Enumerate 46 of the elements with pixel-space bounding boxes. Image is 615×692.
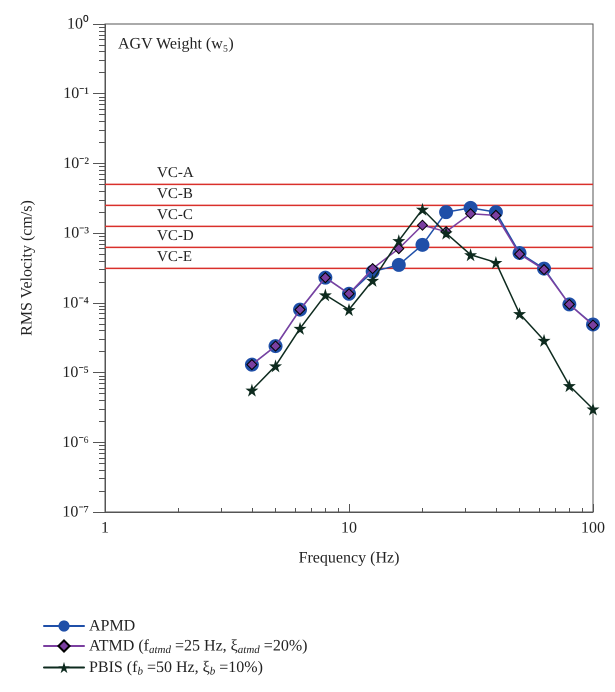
annotation: AGV Weight (w₅) xyxy=(118,36,234,52)
point xyxy=(392,258,406,272)
point xyxy=(269,359,282,372)
point xyxy=(393,243,404,254)
point xyxy=(465,208,476,220)
y-tick-label: 10⁻⁴ xyxy=(62,294,90,312)
point xyxy=(342,303,356,316)
legend-label: APMD xyxy=(89,618,136,634)
y-tick-label: 10⁻⁷ xyxy=(62,504,89,520)
x-axis-title: Frequency (Hz) xyxy=(298,550,400,566)
ref-line-label: VC-C xyxy=(157,206,193,223)
point xyxy=(245,384,258,397)
y-tick-label: 10⁻⁶ xyxy=(62,434,89,451)
point xyxy=(513,307,526,320)
point xyxy=(416,220,428,231)
point xyxy=(464,248,478,262)
ref-line-label: VC-B xyxy=(157,186,193,202)
point xyxy=(366,274,380,287)
y-tick-label: 10⁻⁵ xyxy=(62,364,89,382)
point xyxy=(489,256,502,269)
point xyxy=(416,202,429,216)
point xyxy=(588,320,598,331)
point xyxy=(440,226,453,240)
point xyxy=(367,263,378,274)
x-tick-label: 10 xyxy=(341,520,357,536)
point xyxy=(490,210,502,221)
y-tick-label: 10⁻³ xyxy=(63,224,90,242)
point xyxy=(586,402,600,416)
point xyxy=(415,238,430,252)
y-tick-label: 10⁰ xyxy=(67,14,89,32)
point xyxy=(439,205,454,220)
point xyxy=(538,264,550,276)
x-tick-label: 1 xyxy=(101,520,109,536)
ref-line-label: VC-D xyxy=(157,228,194,244)
point xyxy=(562,379,576,392)
y-axis-title: RMS Velocity (cm/s) xyxy=(18,200,36,336)
point xyxy=(294,322,307,335)
y-tick-label: 10⁻¹ xyxy=(63,85,90,102)
y-tick-label: 10⁻² xyxy=(63,154,90,172)
ref-line-label: VC-A xyxy=(157,164,194,181)
x-tick-label: 100 xyxy=(581,520,605,536)
point xyxy=(318,288,332,302)
point xyxy=(514,248,526,260)
ref-line-label: VC-E xyxy=(157,248,192,265)
point xyxy=(538,334,551,347)
point xyxy=(392,234,406,248)
